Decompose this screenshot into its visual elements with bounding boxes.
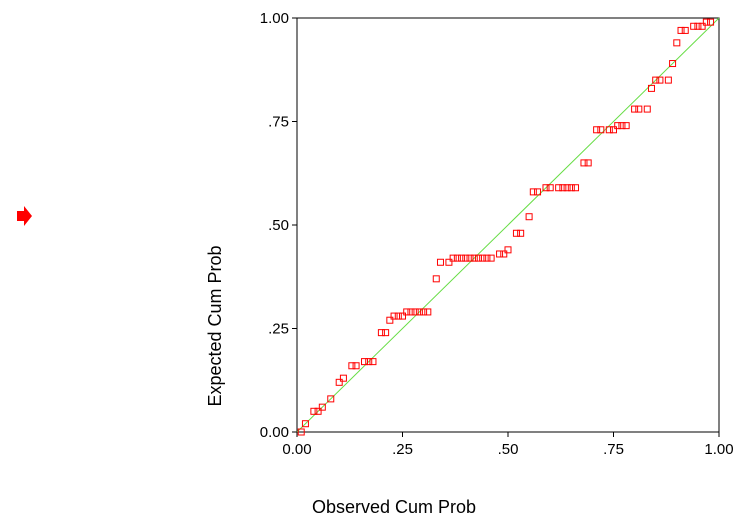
data-point [504,246,512,254]
data-point [327,395,335,403]
x-axis-title: Observed Cum Prob [312,497,476,517]
y-tick-label: .75 [268,114,289,131]
data-point [517,229,525,237]
data-point [403,308,411,316]
data-markers [297,18,715,436]
data-point [525,213,533,221]
data-point [453,254,461,262]
data-point [572,184,580,192]
data-point [567,184,575,192]
data-point [647,84,655,92]
data-point [411,308,419,316]
data-point [618,122,626,130]
data-point [546,184,554,192]
data-point [335,378,343,386]
y-tick-label: .25 [268,321,289,338]
data-point [369,358,377,366]
data-point [635,105,643,113]
y-axis-title: Expected Cum Prob [205,245,225,406]
data-point [702,18,710,26]
data-point [339,374,347,382]
data-point [432,275,440,283]
data-point [690,22,698,30]
data-point [420,308,428,316]
data-point [394,312,402,320]
data-point [496,250,504,258]
data-point [610,126,617,134]
y-tick-label: .50 [268,217,289,234]
data-point [466,254,474,262]
data-point [483,254,491,262]
data-point [474,254,482,262]
data-point [707,18,715,26]
data-point [542,184,550,192]
x-axis: 0.00 .25 .50 .75 1.00 [282,432,734,458]
data-point [386,316,394,324]
data-point [622,122,630,130]
x-tick-label: 0.00 [282,441,311,458]
data-point [677,26,685,34]
data-point [415,308,423,316]
y-tick-label: 1.00 [260,10,289,27]
data-point [390,312,398,320]
data-point [470,254,478,262]
data-point [529,188,537,196]
data-point [559,184,567,192]
y-tick-label: 0.00 [260,424,289,441]
x-tick-label: 1.00 [704,441,733,458]
data-point [694,22,702,30]
data-point [584,159,592,167]
data-point [301,420,309,428]
data-point [462,254,470,262]
data-point [614,122,622,130]
y-axis: 0.00 .25 .50 .75 1.00 [260,10,297,441]
data-point [377,329,385,337]
x-tick-label: .75 [603,441,624,458]
data-point [318,403,326,411]
data-point [297,428,305,436]
x-tick-label: .25 [392,441,413,458]
data-point [436,258,444,266]
data-point [580,159,588,167]
data-point [669,60,677,68]
x-tick-label: .50 [498,441,519,458]
data-point [664,76,672,84]
data-point [698,22,706,30]
data-point [593,126,601,134]
data-point [563,184,571,192]
data-point [643,105,651,113]
reference-line [296,17,720,433]
data-point [500,250,508,258]
data-point [399,312,406,320]
data-point [656,76,664,84]
data-point [424,308,432,316]
data-point [479,254,487,262]
data-point [445,258,453,266]
data-point [681,26,689,34]
data-point [597,126,605,134]
data-point [314,407,322,415]
data-point [652,76,660,84]
data-point [365,358,373,366]
data-point [382,329,390,337]
data-point [534,188,542,196]
data-point [352,362,360,370]
data-point [487,254,495,262]
red-arrow-right-icon [17,206,32,226]
data-point [361,358,369,366]
data-point [458,254,466,262]
data-point [407,308,415,316]
data-point [605,126,613,134]
data-point [555,184,563,192]
data-point [449,254,457,262]
data-point [631,105,639,113]
data-point [348,362,356,370]
data-point [673,39,681,47]
data-point [310,407,318,415]
data-point [512,229,520,237]
